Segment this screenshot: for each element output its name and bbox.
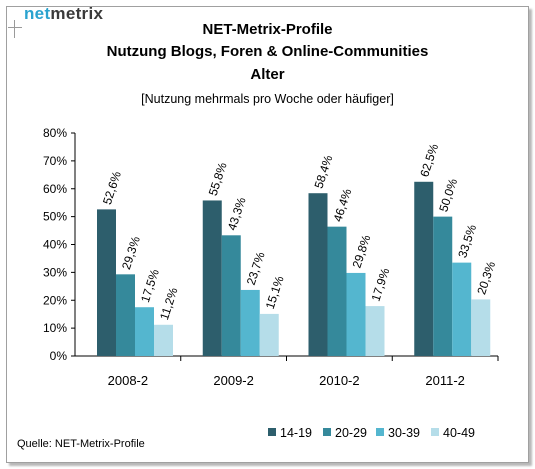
- bar-30-39-2011-2: [452, 262, 472, 356]
- y-tick-label: 20%: [43, 293, 67, 307]
- data-label: 58,4%: [312, 153, 336, 190]
- logo-cross-horizontal: [8, 27, 22, 28]
- x-category-label: 2010-2: [319, 373, 359, 388]
- chart-subtitle: [Nutzung mehrmals pro Woche oder häufige…: [141, 92, 394, 106]
- netmetrix-logo: netmetrix: [8, 4, 103, 44]
- data-label: 52,6%: [100, 169, 124, 206]
- x-category-label: 2009-2: [213, 373, 253, 388]
- data-label: 23,7%: [244, 250, 268, 287]
- legend-label: 40-49: [443, 426, 475, 440]
- bar-20-29-2011-2: [433, 216, 453, 356]
- bar-14-19-2011-2: [414, 181, 434, 356]
- y-tick-label: 60%: [43, 182, 67, 196]
- bar-14-19-2009-2: [202, 200, 222, 356]
- x-category-label: 2011-2: [425, 373, 465, 388]
- data-label: 55,8%: [206, 160, 230, 197]
- y-tick-label: 0%: [50, 349, 68, 363]
- y-tick-label: 30%: [43, 265, 67, 279]
- data-label: 29,3%: [119, 234, 143, 271]
- bar-30-39-2008-2: [135, 307, 154, 356]
- data-label: 29,8%: [350, 233, 374, 270]
- logo-part-net: net: [24, 4, 51, 23]
- data-label: 17,9%: [369, 266, 393, 303]
- legend-swatch-40-49: [431, 428, 439, 436]
- bar-20-29-2008-2: [116, 274, 135, 356]
- bar-20-29-2009-2: [221, 235, 241, 356]
- y-tick-label: 50%: [43, 210, 67, 224]
- bar-30-39-2009-2: [240, 289, 260, 356]
- source-note: Quelle: NET-Metrix-Profile: [17, 438, 145, 450]
- data-label: 33,5%: [455, 223, 479, 260]
- bar-14-19-2008-2: [97, 209, 116, 356]
- y-tick-label: 10%: [43, 321, 67, 335]
- data-label: 46,4%: [331, 187, 355, 224]
- bar-40-49-2010-2: [365, 306, 385, 356]
- logo-part-metrix: metrix: [50, 4, 104, 23]
- bar-20-29-2010-2: [327, 226, 347, 356]
- bar-30-39-2010-2: [346, 272, 366, 356]
- logo-text: netmetrix: [24, 4, 103, 24]
- chart-title-line-2: Nutzung Blogs, Foren & Online-Communitie…: [106, 43, 429, 60]
- logo-cross-vertical: [14, 20, 15, 38]
- bar-14-19-2010-2: [308, 193, 328, 356]
- legend-label: 14-19: [280, 426, 312, 440]
- legend-label: 20-29: [335, 426, 367, 440]
- y-tick-label: 40%: [43, 238, 67, 252]
- y-tick-label: 70%: [43, 154, 67, 168]
- data-label: 62,5%: [417, 142, 441, 179]
- data-label: 50,0%: [436, 177, 460, 214]
- data-label: 43,3%: [225, 195, 249, 232]
- legend-label: 30-39: [388, 426, 420, 440]
- legend-swatch-30-39: [376, 428, 384, 436]
- data-label: 17,5%: [138, 267, 162, 304]
- data-label: 15,1%: [263, 274, 287, 311]
- bar-40-49-2008-2: [154, 324, 173, 356]
- bar-40-49-2009-2: [259, 313, 279, 356]
- legend-swatch-20-29: [323, 428, 331, 436]
- data-label: 11,2%: [157, 286, 181, 322]
- chart-title-line-3: Alter: [250, 66, 285, 83]
- bar-40-49-2011-2: [471, 299, 491, 356]
- chart-title-line-1: NET-Metrix-Profile: [202, 21, 333, 38]
- data-label: 20,3%: [474, 259, 498, 296]
- x-category-label: 2008-2: [108, 373, 148, 388]
- legend-swatch-14-19: [268, 428, 276, 436]
- y-tick-label: 80%: [43, 126, 67, 140]
